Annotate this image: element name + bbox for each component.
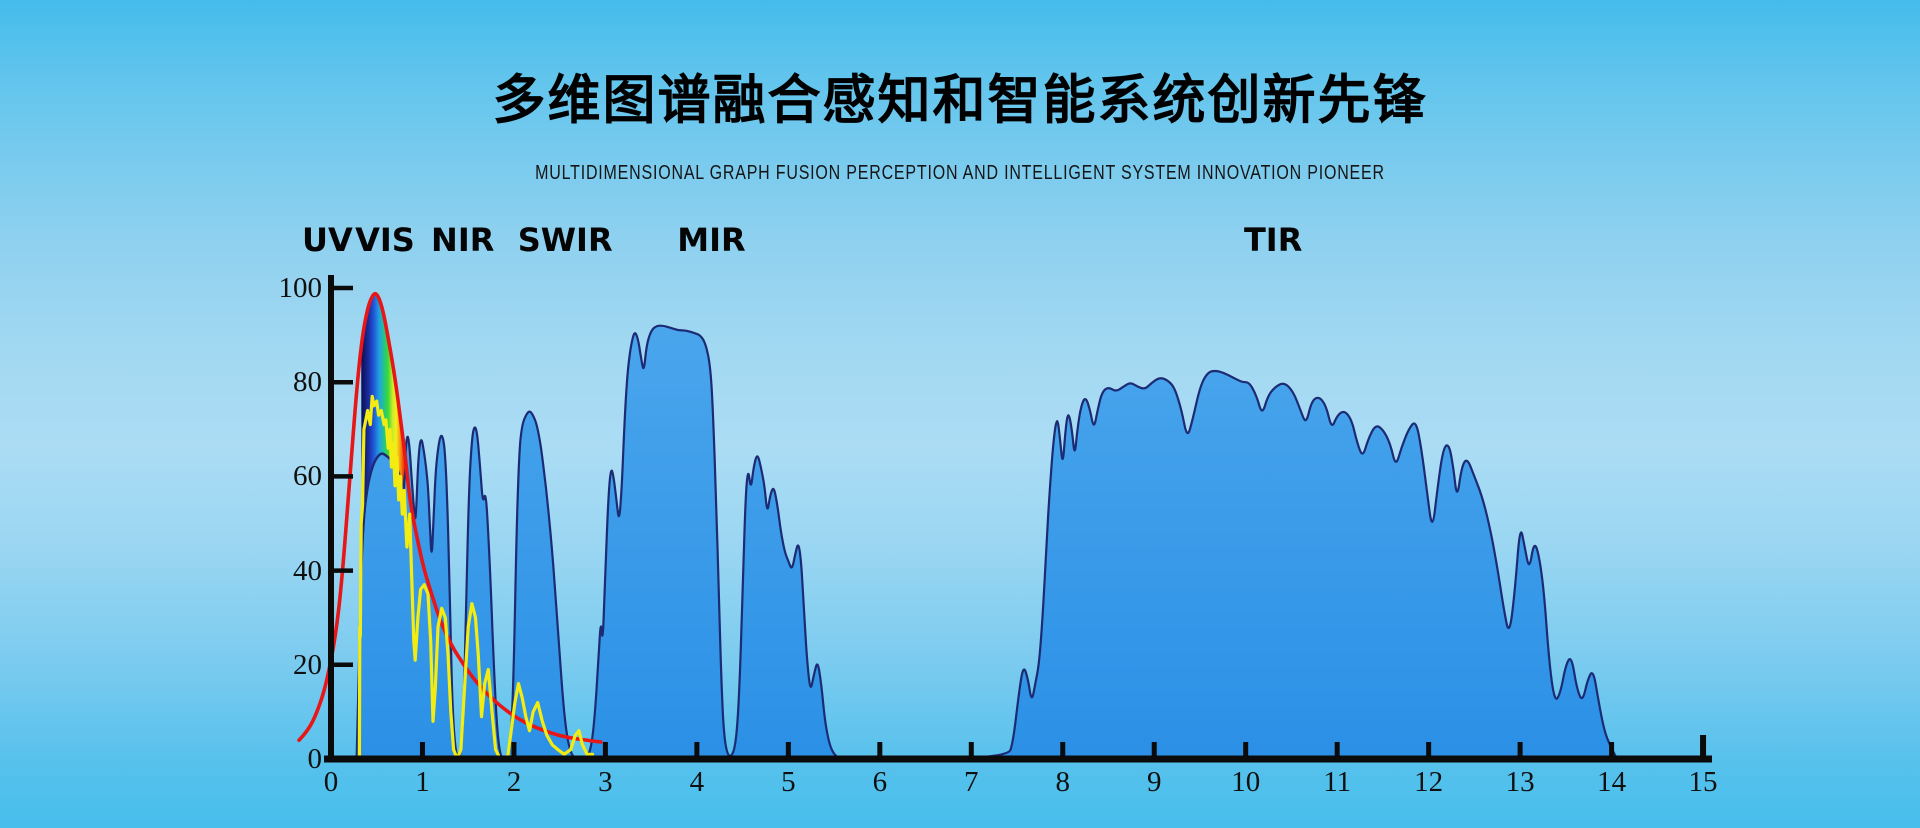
solar-irradiance-curve <box>357 394 595 761</box>
band-label-mir: MIR <box>677 221 746 259</box>
x-tick-label: 2 <box>506 766 522 798</box>
x-tick-label: 8 <box>1055 766 1071 798</box>
band-label-swir: SWIR <box>517 221 613 259</box>
x-tick-label: 11 <box>1323 766 1352 798</box>
band-label-tir: TIR <box>1243 221 1303 259</box>
page-subtitle: MULTIDIMENSIONAL GRAPH FUSION PERCEPTION… <box>535 162 1385 184</box>
x-tick-label: 14 <box>1597 766 1627 798</box>
atmospheric-transmission-area <box>355 324 1619 761</box>
x-tick-label: 4 <box>689 766 705 798</box>
x-tick-label: 0 <box>323 766 339 798</box>
x-tick-label: 12 <box>1414 766 1444 798</box>
y-tick-label: 80 <box>293 366 322 399</box>
x-tick-label: 5 <box>781 766 796 798</box>
x-tick-label: 13 <box>1505 766 1535 798</box>
x-tick-label: 3 <box>598 766 613 798</box>
x-tick-label: 7 <box>964 766 979 798</box>
y-tick-label: 0 <box>307 743 323 775</box>
blackbody-envelope-curve <box>297 291 603 744</box>
band-label-vis: VIS <box>355 221 415 259</box>
x-tick-label: 15 <box>1688 766 1718 798</box>
y-tick-label: 40 <box>293 554 322 587</box>
x-tick-label: 6 <box>872 766 888 798</box>
y-tick-label: 20 <box>293 648 322 681</box>
x-tick-label: 10 <box>1231 766 1261 798</box>
page-title: 多维图谱融合感知和智能系统创新先锋 <box>492 70 1428 131</box>
y-tick-label: 100 <box>278 272 323 304</box>
y-tick-label: 60 <box>293 460 322 493</box>
x-tick-label: 1 <box>415 766 430 798</box>
band-label-uv: UV <box>301 221 353 259</box>
x-tick-label: 9 <box>1146 766 1162 798</box>
band-label-nir: NIR <box>431 221 495 259</box>
